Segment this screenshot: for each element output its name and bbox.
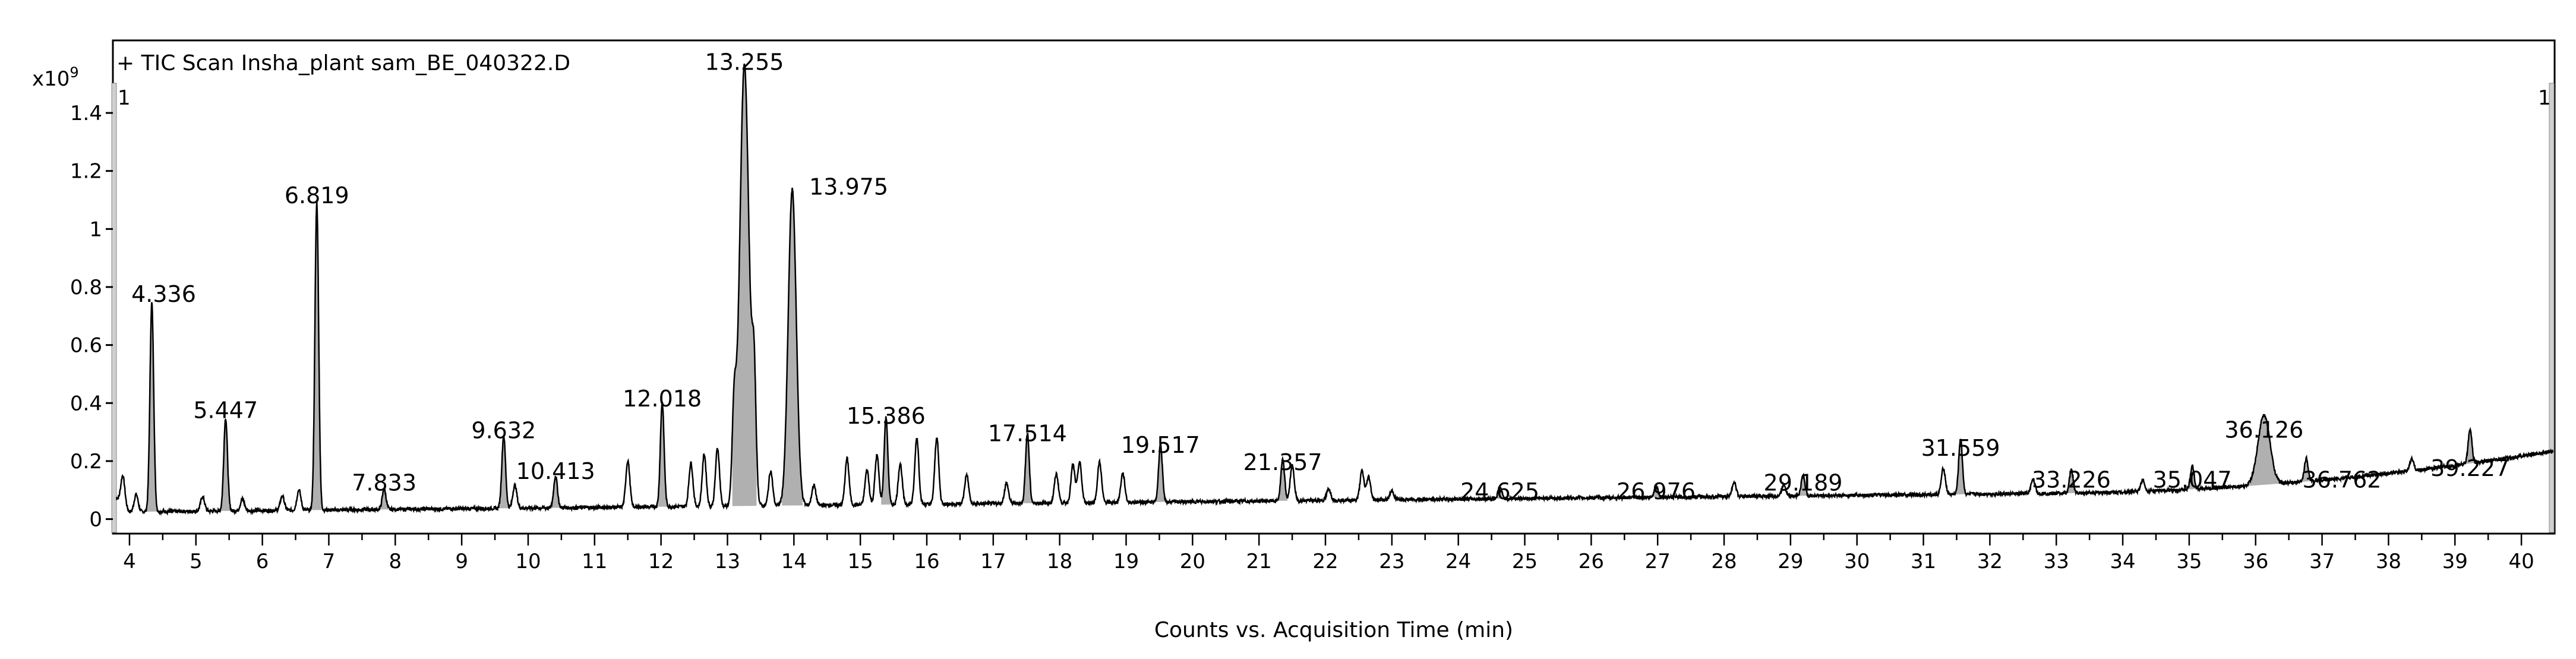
x-tick-label-19: 23 [1379, 550, 1404, 573]
peak-fill-15 [1798, 475, 1808, 496]
x-tick-label-14: 18 [1047, 550, 1072, 573]
x-tick-label-33: 37 [2309, 550, 2335, 573]
x-tick-label-32: 36 [2243, 550, 2268, 573]
y-tick-label-5: 1 [89, 217, 102, 241]
peak-label: 24.625 [1460, 478, 1539, 505]
x-tick-label-27: 31 [1911, 550, 1936, 573]
peak-label: 17.514 [988, 420, 1067, 446]
x-tick-label-5: 9 [455, 550, 468, 573]
peak-label: 31.559 [1921, 435, 2000, 461]
peak-label: 7.833 [352, 469, 416, 496]
x-tick-label-22: 26 [1579, 550, 1604, 573]
y-multiplier-base: x10 [32, 67, 70, 91]
x-tick-label-3: 7 [323, 550, 336, 573]
y-tick-label-1: 0.2 [70, 450, 102, 474]
x-tick-label-28: 32 [1977, 550, 2003, 573]
cursor-marker-left-label: 1 [118, 86, 131, 110]
x-tick-label-7: 11 [582, 550, 607, 573]
y-multiplier-exponent: 9 [70, 64, 78, 81]
x-tick-label-17: 21 [1246, 550, 1272, 573]
cursor-marker-left[interactable]: 1 [111, 83, 131, 533]
x-tick-label-25: 29 [1778, 550, 1803, 573]
x-tick-label-26: 30 [1844, 550, 1870, 573]
x-axis-label: Counts vs. Acquisition Time (min) [1154, 618, 1513, 642]
peak-label: 19.517 [1121, 432, 1200, 458]
x-tick-label-0: 4 [123, 550, 136, 573]
x-tick-label-34: 38 [2376, 550, 2401, 573]
peak-label: 9.632 [471, 418, 536, 444]
peak-label: 33.226 [2032, 467, 2111, 493]
x-tick-label-15: 19 [1113, 550, 1139, 573]
peak-label: 21.357 [1243, 449, 1322, 475]
x-tick-label-29: 33 [2044, 550, 2069, 573]
peak-label: 29.189 [1764, 469, 1843, 496]
plot-frame [112, 39, 2556, 535]
peak-fill-7 [732, 65, 757, 506]
peak-labels: 4.336 5.447 6.819 7.833 9.632 10.413 12.018 13.… [131, 49, 2509, 505]
x-axis: 4 5 6 7 8 9 10 11 12 13 14 15 16 17 18 19 20 21 22 23 24 25 26… [123, 534, 2534, 573]
x-tick-label-36: 40 [2508, 550, 2534, 573]
peak-label: 36.762 [2302, 467, 2381, 493]
x-tick-label-21: 25 [1512, 550, 1538, 573]
peak-label: 39.227 [2430, 455, 2509, 481]
peak-label: 12.018 [623, 386, 702, 412]
x-tick-label-8: 12 [648, 550, 674, 573]
peak-label: 13.975 [809, 174, 888, 200]
x-tick-label-20: 24 [1445, 550, 1471, 573]
x-tick-label-11: 15 [848, 550, 873, 573]
peak-label: 6.819 [285, 182, 349, 209]
y-multiplier-label: x109 [32, 64, 79, 91]
x-tick-label-1: 5 [190, 550, 203, 573]
peak-label: 5.447 [193, 397, 258, 423]
x-tick-label-18: 22 [1312, 550, 1338, 573]
x-tick-label-23: 27 [1645, 550, 1671, 573]
x-tick-label-31: 35 [2176, 550, 2202, 573]
x-tick-label-35: 39 [2442, 550, 2468, 573]
y-tick-label-0: 0 [89, 508, 102, 532]
x-tick-label-9: 13 [715, 550, 740, 573]
x-tick-label-6: 10 [515, 550, 541, 573]
peak-label: 10.413 [516, 458, 595, 484]
x-tick-label-16: 20 [1180, 550, 1205, 573]
x-tick-label-10: 14 [781, 550, 807, 573]
x-tick-label-24: 28 [1711, 550, 1737, 573]
peak-label: 36.126 [2224, 417, 2303, 443]
y-tick-label-2: 0.4 [70, 392, 102, 415]
y-tick-label-3: 0.6 [70, 334, 102, 358]
y-axis: 0 0.2 0.4 0.6 0.8 1 1.2 1.4 [70, 102, 113, 532]
chart-title: + TIC Scan Insha_plant sam_BE_040322.D [116, 51, 570, 75]
peak-label: 35.047 [2153, 467, 2232, 493]
x-tick-label-12: 16 [914, 550, 939, 573]
y-tick-label-4: 0.8 [70, 276, 102, 299]
peak-label: 15.386 [847, 403, 926, 429]
peak-label: 4.336 [131, 281, 196, 307]
x-tick-label-4: 8 [389, 550, 402, 573]
y-tick-label-7: 1.4 [70, 102, 102, 125]
x-tick-label-2: 6 [256, 550, 269, 573]
tic-trace [115, 63, 2554, 516]
cursor-marker-right-label: 1 [2538, 86, 2551, 110]
peak-fill-8 [782, 189, 803, 506]
x-tick-label-13: 17 [980, 550, 1006, 573]
x-tick-label-30: 34 [2110, 550, 2135, 573]
cursor-marker-right[interactable]: 1 [2538, 83, 2555, 533]
peak-fill-19 [2248, 415, 2280, 486]
peak-label: 26.976 [1617, 478, 1696, 505]
y-tick-label-6: 1.2 [70, 160, 102, 184]
peak-label: 13.255 [705, 49, 784, 75]
